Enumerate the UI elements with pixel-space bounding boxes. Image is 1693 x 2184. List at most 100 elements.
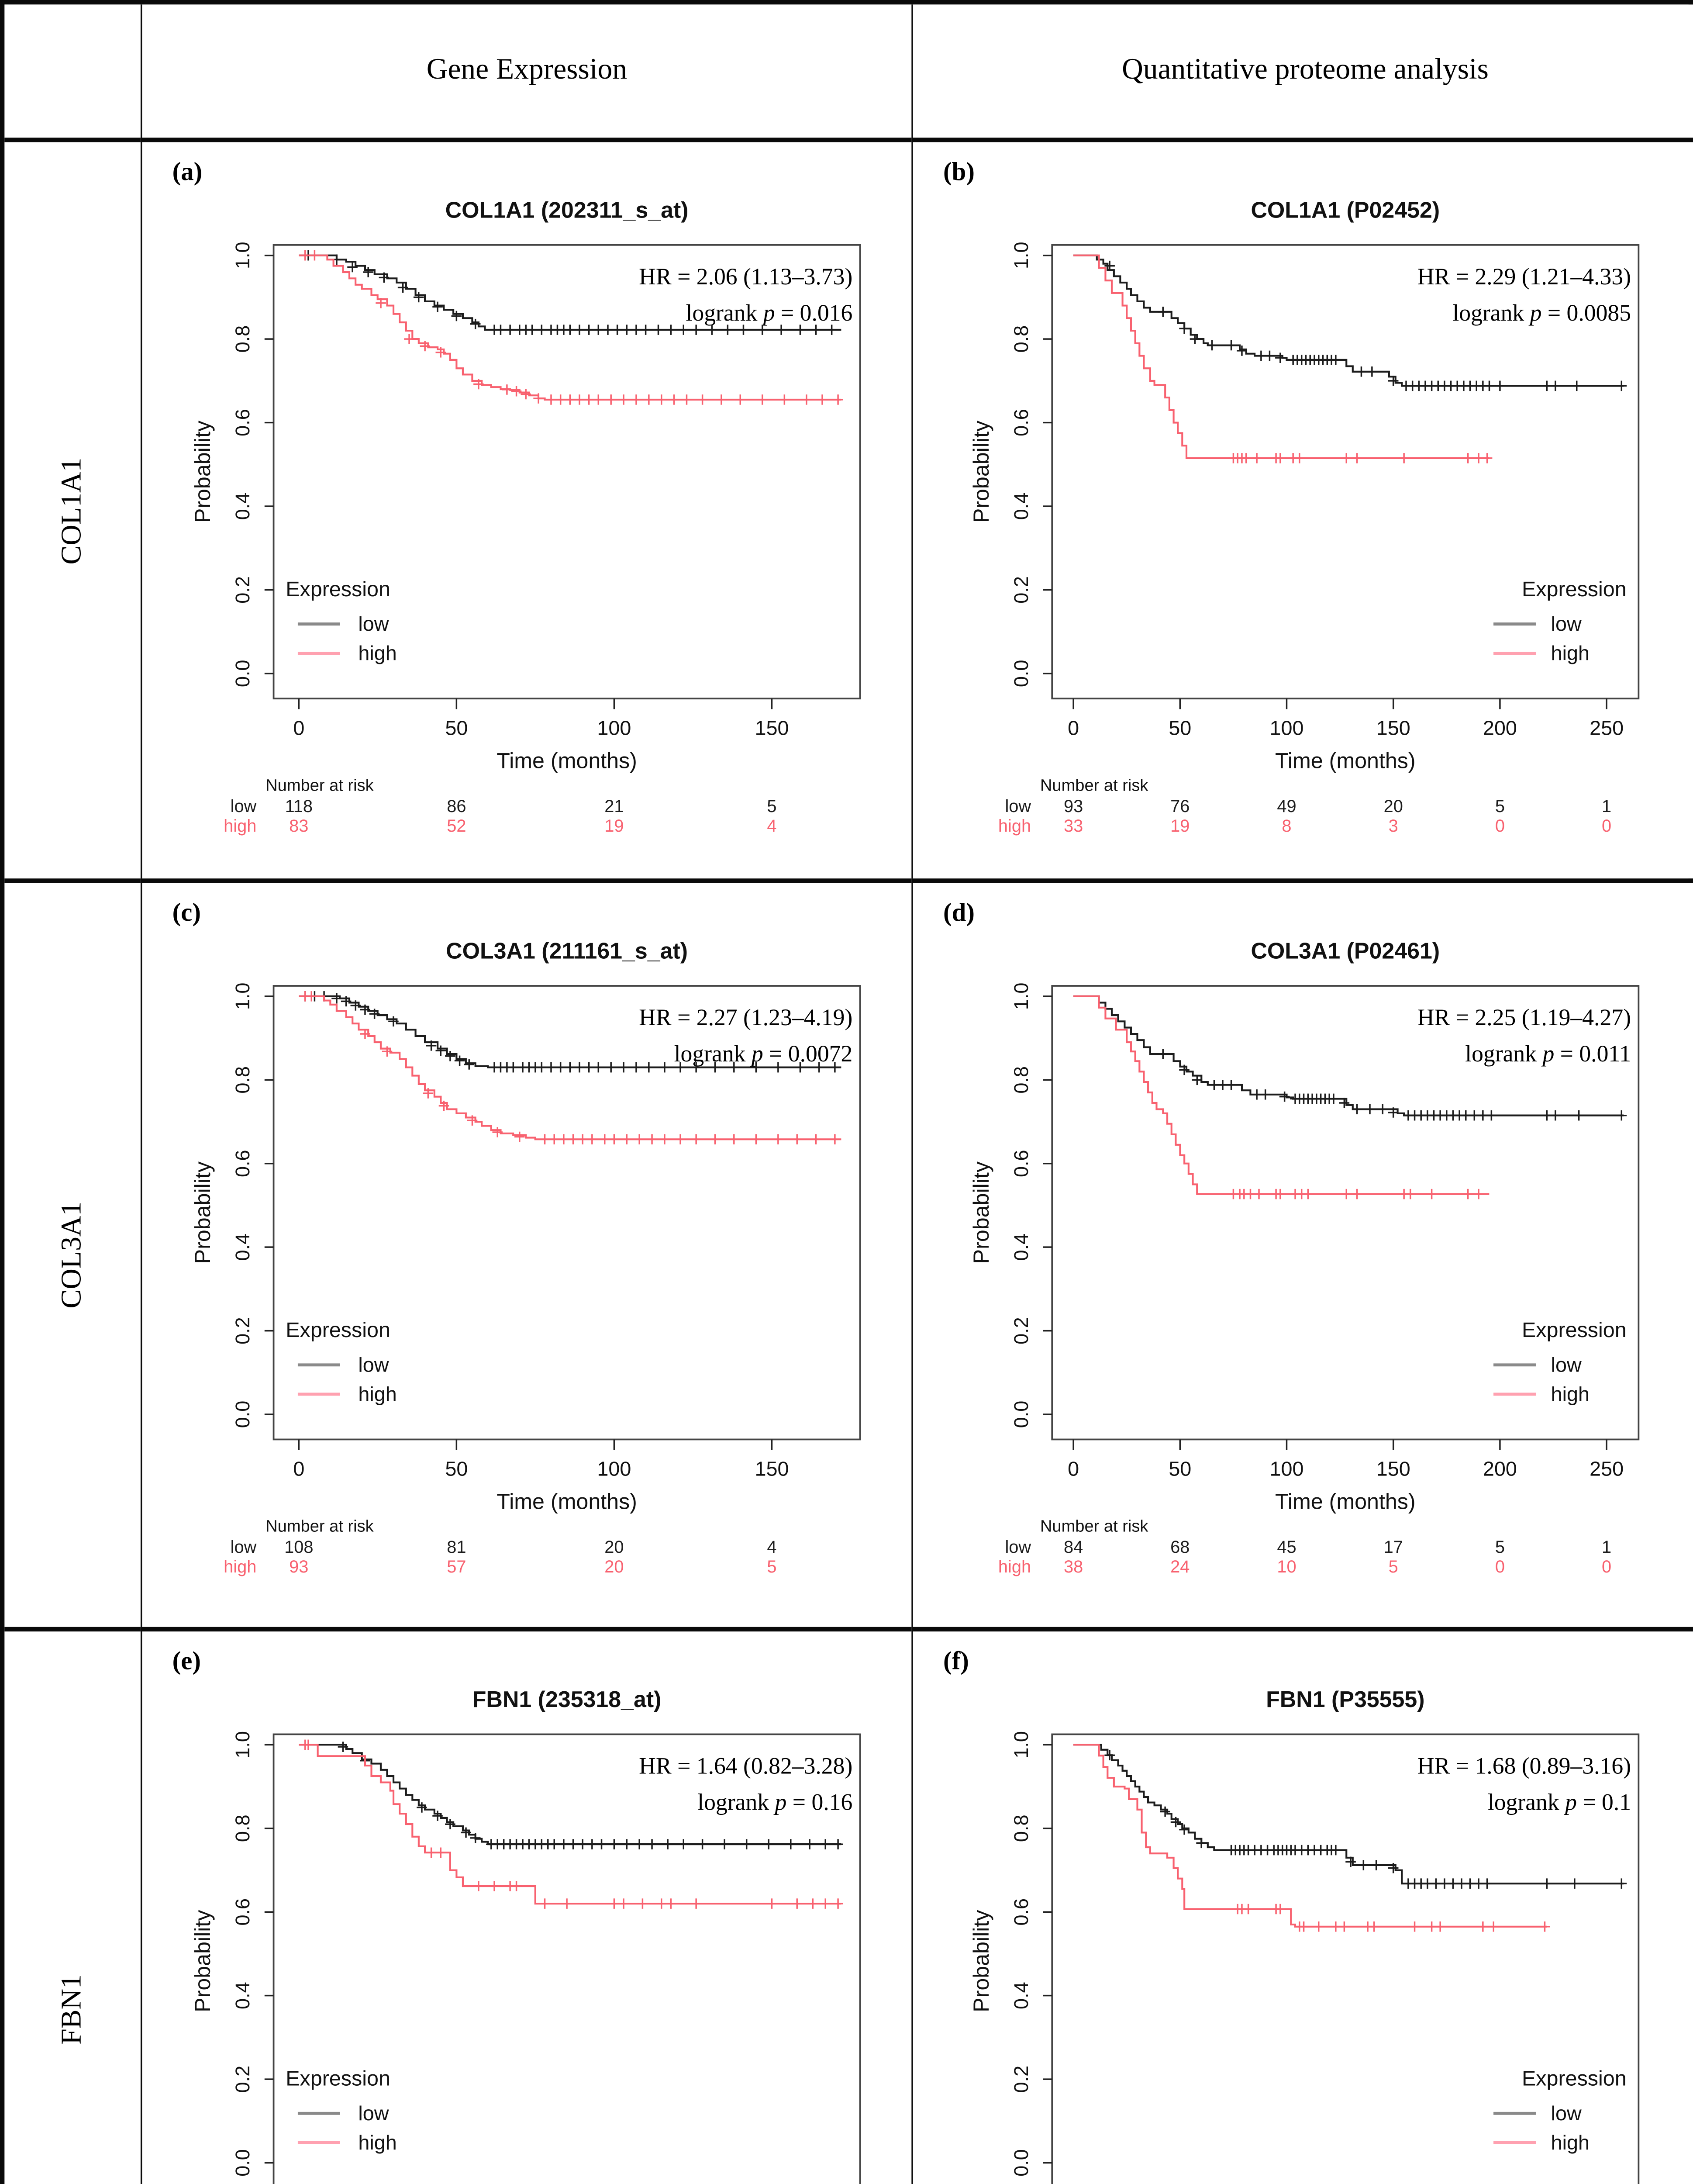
svg-text:high: high — [1550, 642, 1589, 664]
svg-text:0.6: 0.6 — [231, 1898, 253, 1926]
column-header-gene-expression-label: Gene Expression — [426, 54, 628, 86]
panel-f-letter: (f) — [943, 1646, 969, 1676]
svg-text:logrank p = 0.016: logrank p = 0.016 — [685, 300, 852, 326]
svg-text:1.0: 1.0 — [1009, 983, 1031, 1010]
svg-text:high: high — [1550, 2131, 1589, 2154]
svg-text:low: low — [358, 1353, 388, 1376]
panel-b-letter: (b) — [943, 157, 975, 186]
corner-cell — [4, 4, 141, 138]
svg-text:high: high — [358, 1382, 396, 1405]
svg-text:0.8: 0.8 — [231, 1815, 253, 1842]
svg-text:1.0: 1.0 — [231, 983, 253, 1010]
svg-text:68: 68 — [1169, 1538, 1189, 1557]
svg-text:logrank p = 0.1: logrank p = 0.1 — [1487, 1789, 1630, 1815]
svg-text:100: 100 — [597, 716, 631, 739]
svg-text:0.4: 0.4 — [1009, 1982, 1031, 2009]
svg-text:high: high — [997, 1557, 1030, 1576]
svg-text:0.4: 0.4 — [231, 1234, 253, 1261]
svg-text:HR = 2.27 (1.23–4.19): HR = 2.27 (1.23–4.19) — [638, 1004, 852, 1030]
svg-text:86: 86 — [446, 797, 465, 816]
svg-text:Expression: Expression — [285, 1318, 390, 1342]
svg-text:Expression: Expression — [1521, 1318, 1626, 1342]
svg-text:100: 100 — [1269, 1458, 1303, 1480]
svg-text:0: 0 — [293, 1458, 304, 1480]
panel-d-cell: (d) COL3A1 (P02461) 0.0 0.2 0.4 0.6 0.8 1.0 Pro… — [911, 878, 1693, 1627]
svg-text:0: 0 — [1601, 1557, 1610, 1576]
svg-text:150: 150 — [754, 1458, 788, 1480]
svg-text:Expression: Expression — [285, 577, 390, 601]
svg-text:0.0: 0.0 — [231, 1401, 253, 1428]
panel-e-letter: (e) — [172, 1646, 201, 1676]
svg-text:FBN1 (235318_at): FBN1 (235318_at) — [472, 1687, 661, 1712]
svg-text:Probability: Probability — [968, 421, 993, 523]
svg-text:low: low — [1004, 1538, 1031, 1557]
svg-text:high: high — [358, 642, 396, 664]
svg-text:49: 49 — [1276, 797, 1296, 816]
svg-text:Probability: Probability — [190, 1161, 214, 1264]
svg-text:1.0: 1.0 — [1009, 1731, 1031, 1759]
svg-text:1.0: 1.0 — [231, 1731, 253, 1759]
svg-text:Probability: Probability — [190, 421, 214, 523]
km-plot-col3a1-gene: COL3A1 (211161_s_at) 0.0 0.2 0.4 0.6 0.8 1.0 Pr… — [190, 939, 860, 1576]
svg-text:0.6: 0.6 — [1009, 1898, 1031, 1926]
svg-text:1: 1 — [1601, 1538, 1610, 1557]
svg-text:Number at risk: Number at risk — [1039, 776, 1148, 795]
svg-text:5: 5 — [1388, 1557, 1397, 1576]
svg-text:1.0: 1.0 — [1009, 242, 1031, 269]
svg-text:5: 5 — [1494, 1538, 1504, 1557]
svg-text:low: low — [1550, 1353, 1581, 1376]
svg-text:81: 81 — [446, 1538, 465, 1557]
row-label-col1a1-text: COL1A1 — [56, 456, 88, 564]
svg-text:3: 3 — [1388, 816, 1397, 836]
km-plot-col1a1-gene: COL1A1 (202311_s_at) 0.0 0.2 0.4 0.6 0.8 1.0 Pr… — [190, 197, 860, 836]
svg-text:0.2: 0.2 — [231, 1317, 253, 1344]
panel-f-cell: (f) FBN1 (P35555) 0.0 0.2 0.4 0.6 0.8 1.0 Proba… — [911, 1627, 1693, 2184]
svg-text:high: high — [223, 816, 255, 836]
column-header-proteome-label: Quantitative proteome analysis — [1122, 54, 1489, 86]
svg-text:76: 76 — [1169, 797, 1189, 816]
svg-text:250: 250 — [1589, 716, 1623, 739]
svg-text:5: 5 — [766, 797, 776, 816]
svg-text:17: 17 — [1383, 1538, 1402, 1557]
panel-c-letter: (c) — [172, 898, 201, 927]
svg-text:Number at risk: Number at risk — [265, 776, 373, 795]
column-header-gene-expression: Gene Expression — [140, 4, 912, 138]
svg-text:high: high — [358, 2131, 396, 2154]
svg-text:Time (months): Time (months) — [496, 748, 637, 773]
svg-text:57: 57 — [446, 1557, 465, 1576]
km-plot-fbn1-protein: FBN1 (P35555) 0.0 0.2 0.4 0.6 0.8 1.0 Probabili… — [968, 1687, 1639, 2184]
km-plot-col3a1-protein: COL3A1 (P02461) 0.0 0.2 0.4 0.6 0.8 1.0 Probabi… — [968, 939, 1639, 1576]
svg-text:150: 150 — [1376, 1458, 1410, 1480]
svg-text:low: low — [358, 2102, 388, 2125]
svg-text:0.2: 0.2 — [231, 576, 253, 604]
svg-text:0.6: 0.6 — [1009, 409, 1031, 436]
svg-text:HR = 2.29 (1.21–4.33): HR = 2.29 (1.21–4.33) — [1417, 263, 1630, 290]
svg-text:45: 45 — [1276, 1538, 1296, 1557]
km-plot-fbn1-gene: FBN1 (235318_at) 0.0 0.2 0.4 0.6 0.8 1.0 Probab… — [190, 1687, 860, 2184]
svg-text:logrank p = 0.0072: logrank p = 0.0072 — [673, 1040, 852, 1067]
svg-text:20: 20 — [604, 1538, 623, 1557]
svg-text:0.8: 0.8 — [1009, 1066, 1031, 1094]
svg-text:0: 0 — [293, 716, 304, 739]
svg-text:0.6: 0.6 — [231, 409, 253, 436]
column-header-proteome: Quantitative proteome analysis — [911, 4, 1693, 138]
row-label-fbn1-text: FBN1 — [56, 1974, 88, 2045]
svg-text:high: high — [1550, 1382, 1589, 1405]
svg-text:0.2: 0.2 — [1009, 2066, 1031, 2093]
svg-text:0.4: 0.4 — [1009, 493, 1031, 520]
svg-text:200: 200 — [1482, 716, 1516, 739]
svg-text:0: 0 — [1494, 1557, 1504, 1576]
svg-text:5: 5 — [1494, 797, 1504, 816]
svg-text:100: 100 — [1269, 716, 1303, 739]
svg-text:20: 20 — [1383, 797, 1402, 816]
svg-text:COL1A1 (P02452): COL1A1 (P02452) — [1250, 197, 1439, 223]
svg-text:0: 0 — [1494, 816, 1504, 836]
svg-text:8: 8 — [1281, 816, 1291, 836]
svg-text:Probability: Probability — [968, 1910, 993, 2012]
svg-text:FBN1 (P35555): FBN1 (P35555) — [1265, 1687, 1424, 1712]
svg-text:4: 4 — [766, 816, 776, 836]
svg-text:low: low — [230, 797, 256, 816]
row-label-fbn1: FBN1 — [4, 1627, 141, 2184]
svg-text:logrank p = 0.0085: logrank p = 0.0085 — [1452, 300, 1631, 326]
